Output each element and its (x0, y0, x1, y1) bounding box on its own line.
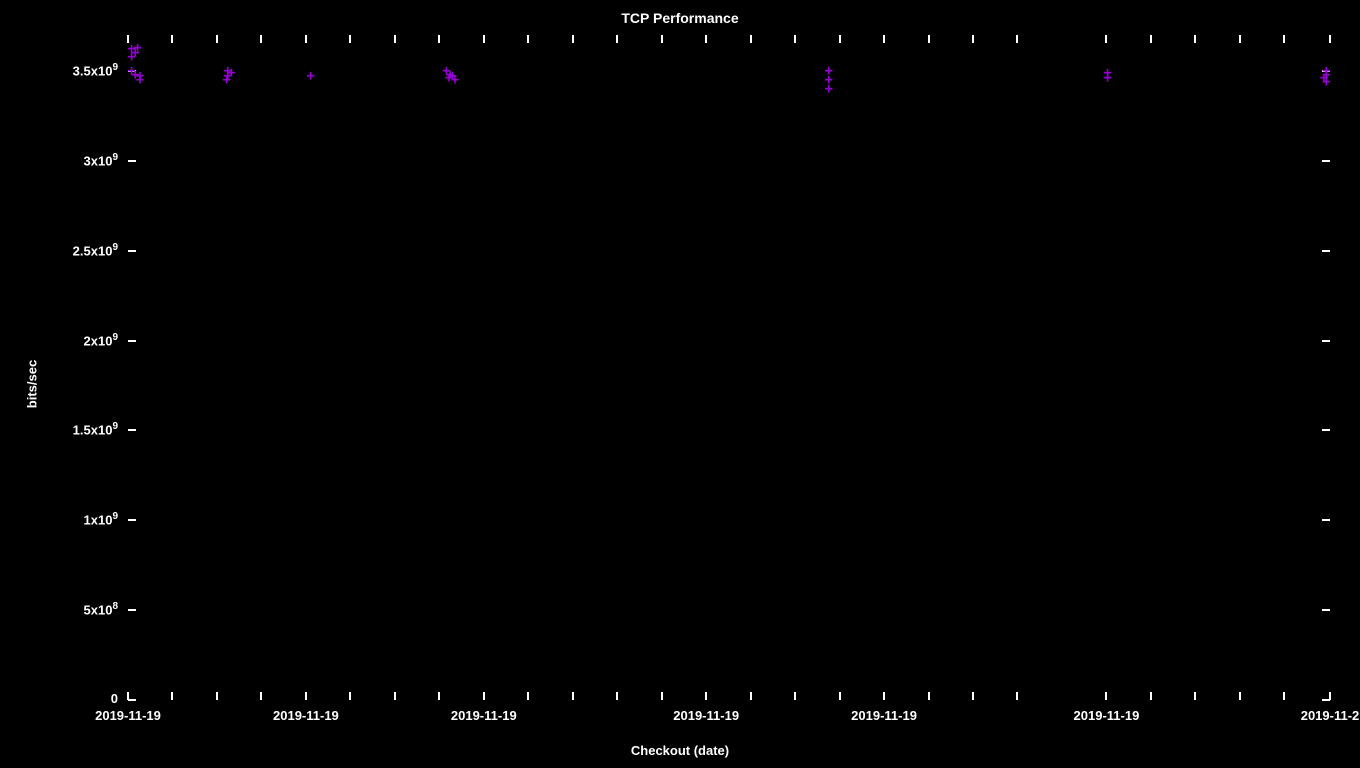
x-tick-mark (1016, 692, 1018, 700)
data-point: + (1322, 75, 1330, 89)
x-tick-mark (661, 692, 663, 700)
y-tick-mark-right (1322, 250, 1330, 252)
x-tick-mark-top (1016, 35, 1018, 43)
x-tick-mark-top (1105, 35, 1107, 43)
x-tick-mark (1105, 692, 1107, 700)
x-tick-mark-top (216, 35, 218, 43)
x-tick-mark-top (171, 35, 173, 43)
x-tick-mark (1239, 692, 1241, 700)
x-tick-mark (394, 692, 396, 700)
x-tick-label: 2019-11-19 (1074, 708, 1140, 723)
y-tick-mark-right (1322, 340, 1330, 342)
x-tick-mark-top (839, 35, 841, 43)
x-tick-mark-top (1239, 35, 1241, 43)
x-tick-mark (527, 692, 529, 700)
x-tick-mark (1283, 692, 1285, 700)
y-tick-mark-right (1322, 609, 1330, 611)
y-tick-mark-right (1322, 519, 1330, 521)
data-point: + (825, 82, 833, 96)
x-tick-mark-top (1150, 35, 1152, 43)
y-tick-mark (128, 699, 136, 701)
x-tick-mark (1329, 692, 1331, 700)
x-tick-label: 2019-11-2 (1301, 708, 1360, 723)
y-tick-mark (128, 250, 136, 252)
x-tick-mark-top (750, 35, 752, 43)
y-tick-label: 3.5x109 (73, 62, 118, 78)
data-point: + (136, 73, 144, 87)
x-tick-label: 2019-11-19 (273, 708, 339, 723)
x-tick-mark (483, 692, 485, 700)
x-tick-mark-top (883, 35, 885, 43)
data-point: + (451, 73, 459, 87)
x-tick-mark (1194, 692, 1196, 700)
x-tick-mark (750, 692, 752, 700)
x-tick-mark (883, 692, 885, 700)
x-tick-mark-top (1194, 35, 1196, 43)
x-tick-mark (260, 692, 262, 700)
x-tick-mark (438, 692, 440, 700)
x-tick-mark-top (438, 35, 440, 43)
x-tick-mark (127, 692, 129, 700)
x-tick-mark (216, 692, 218, 700)
y-tick-label: 5x108 (84, 601, 118, 617)
y-axis-label: bits/sec (25, 360, 40, 408)
data-point: + (133, 41, 141, 55)
y-tick-mark (128, 429, 136, 431)
x-tick-mark (349, 692, 351, 700)
y-tick-label: 1.5x109 (73, 421, 118, 437)
y-tick-label: 1x109 (84, 511, 118, 527)
data-point: + (306, 69, 314, 83)
chart-title: TCP Performance (621, 10, 738, 26)
x-tick-mark-top (349, 35, 351, 43)
x-tick-mark-top (527, 35, 529, 43)
x-tick-mark-top (1329, 35, 1331, 43)
x-tick-mark-top (616, 35, 618, 43)
x-tick-mark (616, 692, 618, 700)
x-tick-mark (928, 692, 930, 700)
x-tick-label: 2019-11-19 (673, 708, 739, 723)
x-tick-mark-top (1283, 35, 1285, 43)
y-tick-label: 2x109 (84, 332, 118, 348)
x-tick-mark (171, 692, 173, 700)
x-tick-mark (705, 692, 707, 700)
y-tick-mark (128, 609, 136, 611)
x-tick-mark-top (394, 35, 396, 43)
y-tick-label: 0 (111, 691, 118, 706)
x-tick-mark (972, 692, 974, 700)
data-point: + (222, 73, 230, 87)
data-point: + (1103, 71, 1111, 85)
x-tick-label: 2019-11-19 (451, 708, 517, 723)
y-tick-mark (128, 160, 136, 162)
x-tick-mark-top (972, 35, 974, 43)
x-tick-mark-top (260, 35, 262, 43)
x-tick-mark (572, 692, 574, 700)
y-tick-mark-right (1322, 160, 1330, 162)
y-tick-label: 3x109 (84, 152, 118, 168)
x-tick-label: 2019-11-19 (95, 708, 161, 723)
x-tick-mark (839, 692, 841, 700)
x-tick-mark-top (572, 35, 574, 43)
x-tick-mark (1150, 692, 1152, 700)
y-tick-mark-right (1322, 429, 1330, 431)
x-tick-mark-top (794, 35, 796, 43)
x-tick-label: 2019-11-19 (851, 708, 917, 723)
tcp-performance-chart: TCP Performance bits/sec Checkout (date) (0, 0, 1360, 768)
x-axis-label: Checkout (date) (631, 743, 729, 758)
x-tick-mark (305, 692, 307, 700)
y-tick-mark (128, 519, 136, 521)
y-tick-mark (128, 340, 136, 342)
x-tick-mark-top (928, 35, 930, 43)
x-tick-mark (794, 692, 796, 700)
y-tick-label: 2.5x109 (73, 242, 118, 258)
x-tick-mark-top (705, 35, 707, 43)
x-tick-mark-top (483, 35, 485, 43)
x-tick-mark-top (661, 35, 663, 43)
x-tick-mark-top (305, 35, 307, 43)
